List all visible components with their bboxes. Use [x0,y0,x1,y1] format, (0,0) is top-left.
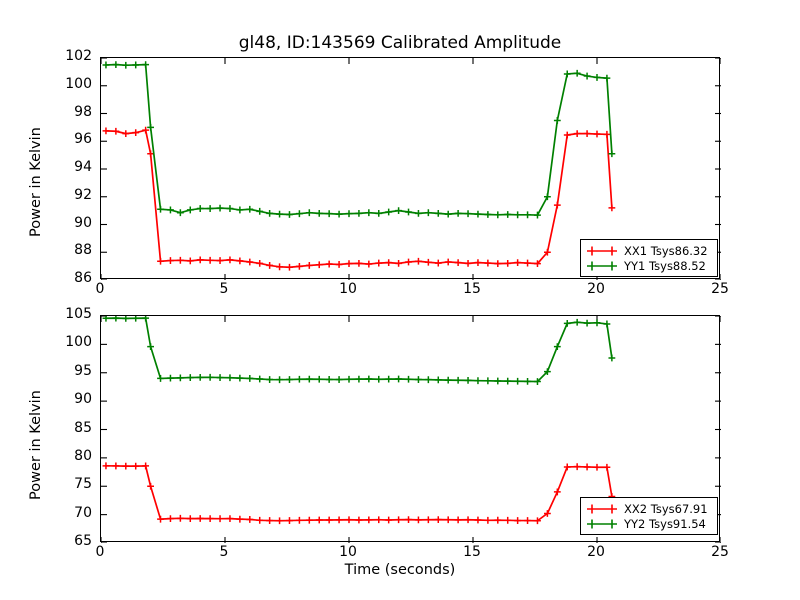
plot-panel-top [100,57,721,280]
y-tick-label: 70 [74,504,92,521]
y-tick-label: 92 [74,186,92,203]
y-tick-label: 85 [74,419,92,436]
x-tick-label: 5 [219,544,229,560]
y-tick-label: 88 [74,242,92,259]
x-axis-label: Time (seconds) [344,562,456,578]
chart-title: gl48, ID:143569 Calibrated Amplitude [238,33,562,53]
x-tick-label: 15 [463,281,481,297]
y-axis-label-bottom: Power in Kelvin [28,390,44,500]
x-tick-label: 5 [219,281,229,297]
y-tick-label: 96 [74,131,92,148]
x-tick-label: 0 [95,281,105,297]
y-tick-label: 105 [65,306,92,322]
legend-item: XX1 Tsys86.32 [585,243,712,258]
plot-area-bottom [101,316,721,543]
x-tick-label: 20 [587,281,605,297]
legend-bottom: XX2 Tsys67.91 YY2 Tsys91.54 [580,497,718,535]
y-tick-label: 100 [65,334,92,351]
legend-label: XX2 Tsys67.91 [624,501,708,516]
y-tick-label: 94 [74,159,92,175]
legend-swatch-xx1 [587,246,617,255]
y-tick-label: 90 [74,214,92,231]
y-tick-label: 65 [74,533,92,549]
legend-item: YY1 Tsys88.52 [585,258,712,273]
legend-swatch-xx2 [587,504,617,513]
legend-top: XX1 Tsys86.32 YY1 Tsys88.52 [580,239,718,277]
plot-area-top [101,58,721,280]
y-axis-label-top: Power in Kelvin [28,127,44,237]
y-tick-label: 100 [65,75,92,92]
y-tick-label: 98 [74,103,92,120]
y-tick-label: 102 [65,48,92,64]
x-tick-label: 0 [95,544,105,560]
x-tick-label: 25 [711,544,729,560]
x-tick-label: 10 [339,281,357,297]
legend-item: XX2 Tsys67.91 [585,501,712,516]
x-tick-label: 10 [339,544,357,560]
y-tick-label: 95 [74,362,92,379]
y-tick-label: 80 [74,447,92,464]
x-tick-label: 20 [587,544,605,560]
legend-label: XX1 Tsys86.32 [624,243,708,258]
legend-swatch-yy1 [587,261,617,270]
legend-label: YY1 Tsys88.52 [624,258,706,273]
x-tick-label: 15 [463,544,481,560]
legend-swatch-yy2 [587,519,617,528]
y-tick-label: 75 [74,476,92,493]
x-tick-label: 25 [711,281,729,297]
plot-panel-bottom [100,315,721,543]
legend-item: YY2 Tsys91.54 [585,516,712,531]
y-tick-label: 90 [74,391,92,408]
y-tick-label: 86 [74,270,92,286]
legend-label: YY2 Tsys91.54 [624,516,706,531]
